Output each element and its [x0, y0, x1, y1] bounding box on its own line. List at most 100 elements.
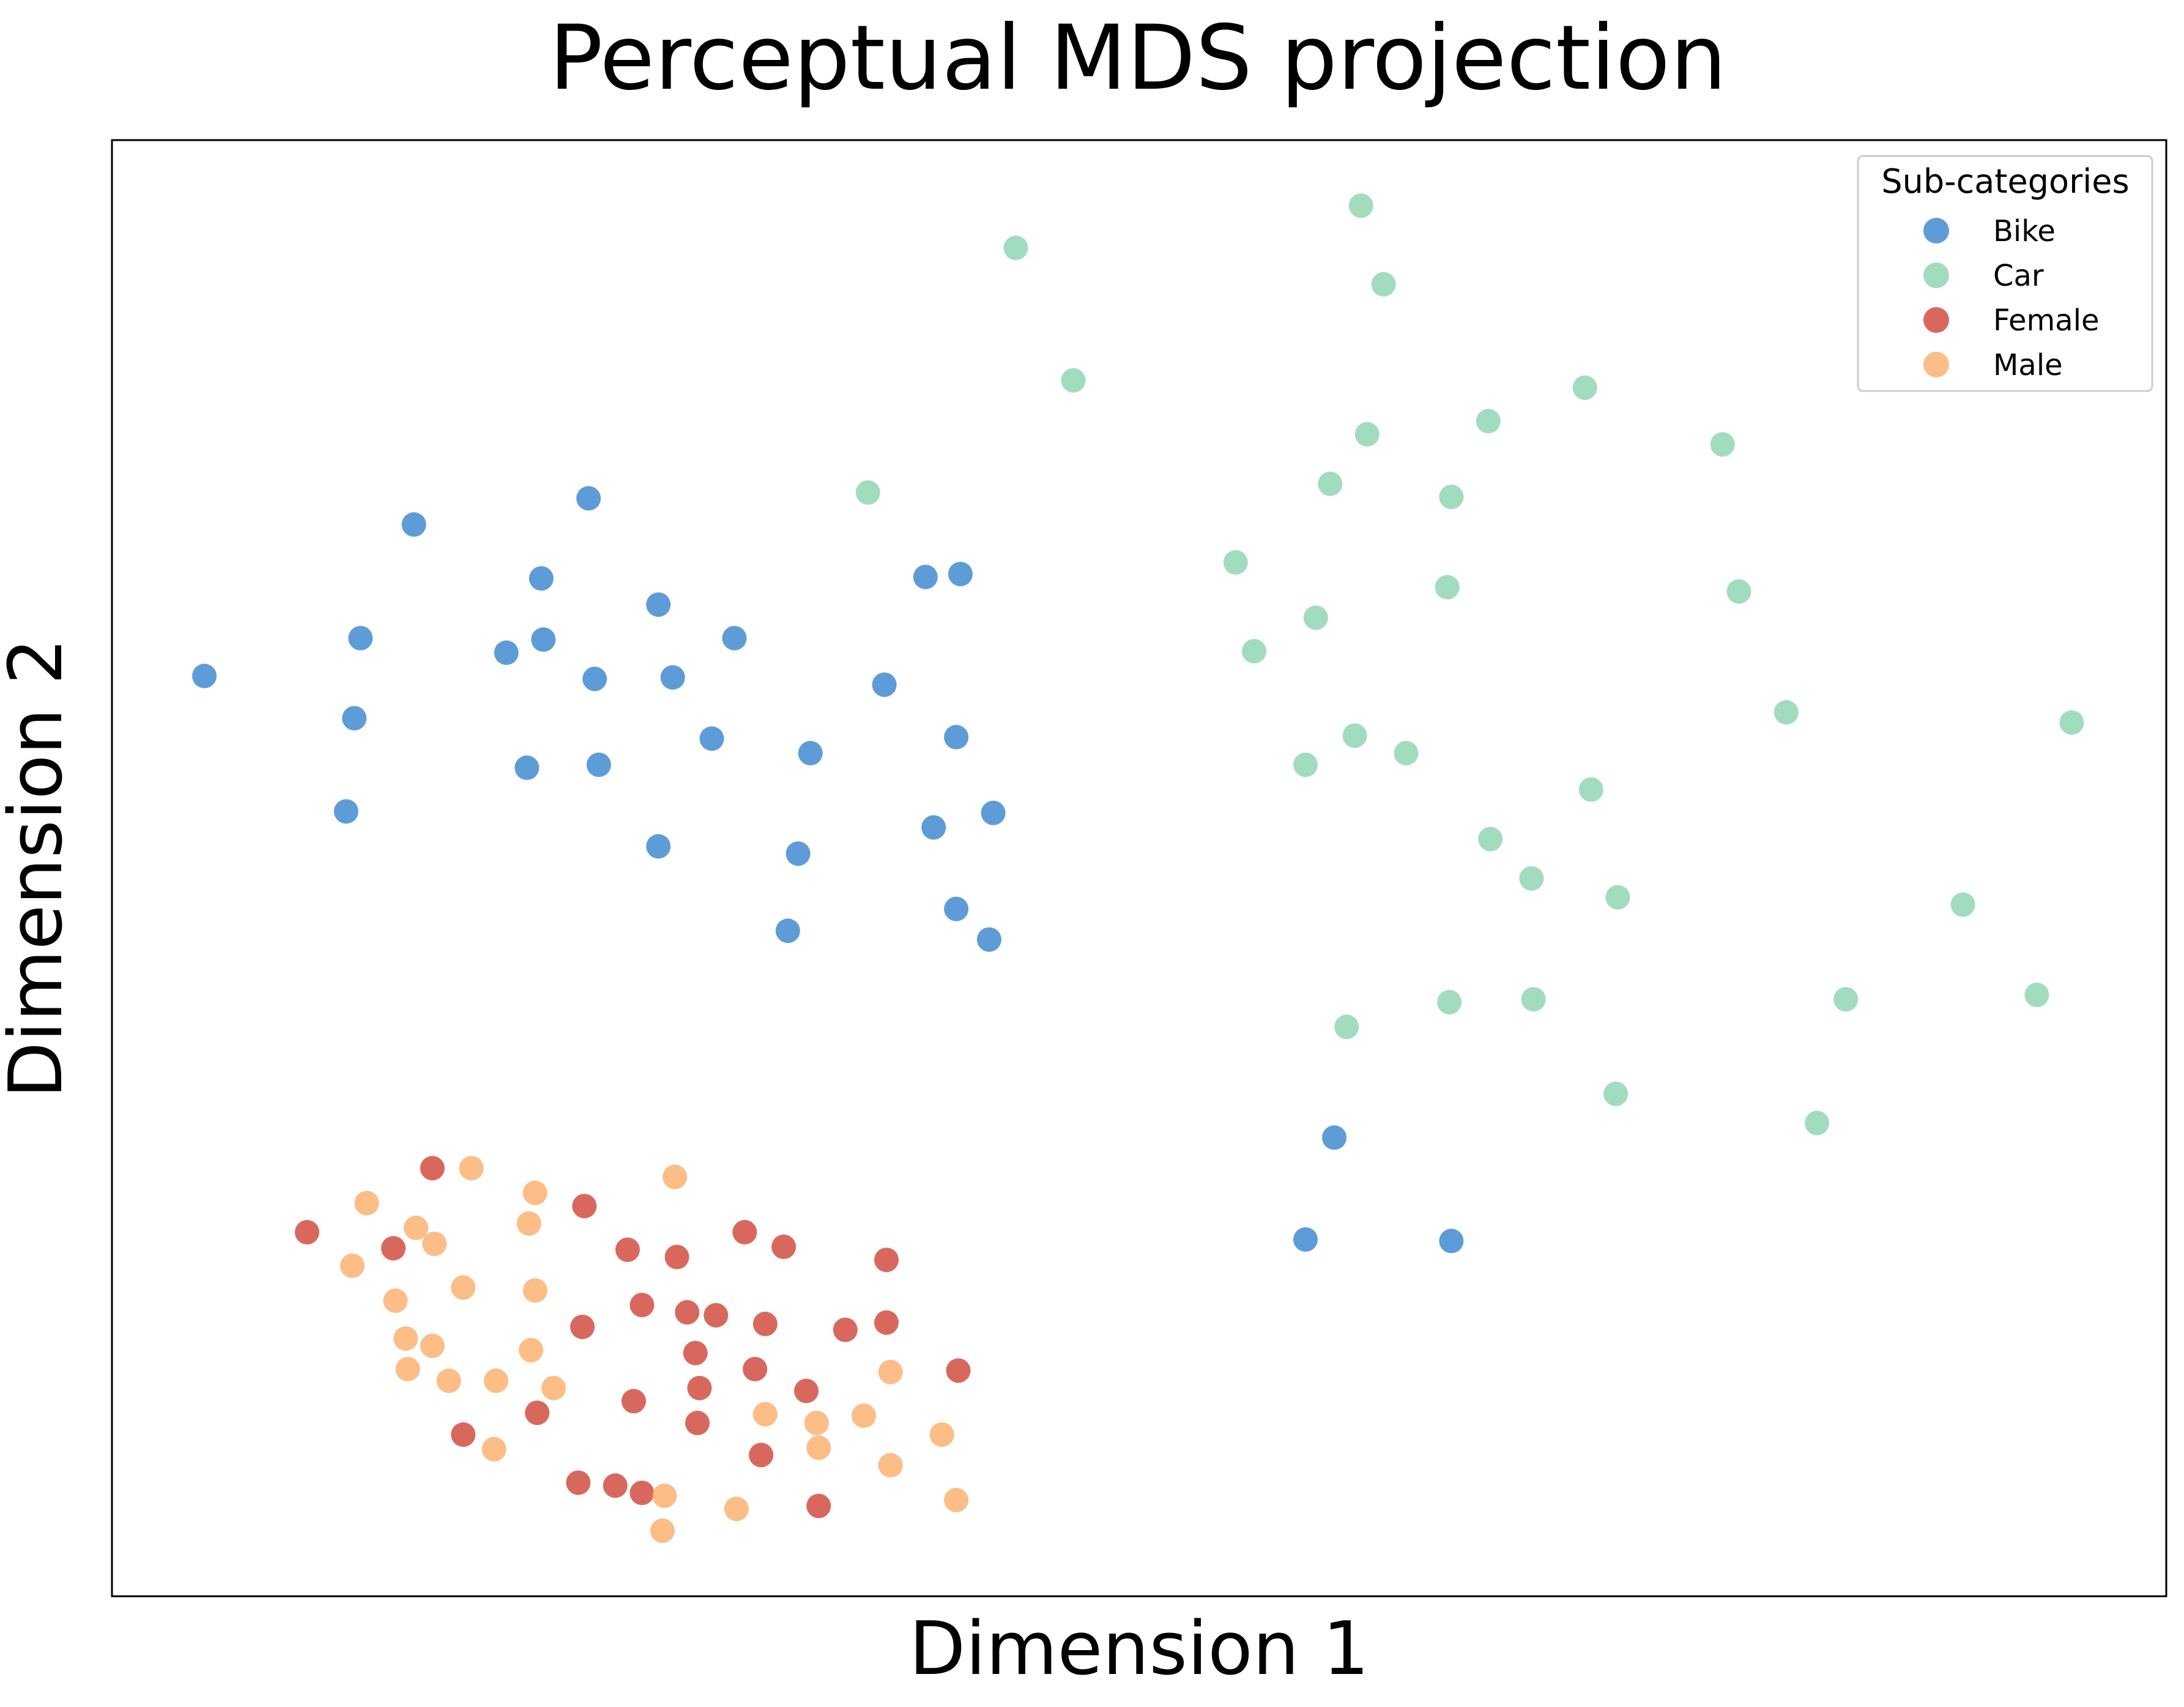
- point-bike-11: [514, 755, 540, 780]
- point-female-28: [603, 1473, 628, 1498]
- point-bike-9: [531, 627, 556, 652]
- point-bike-1: [192, 663, 217, 688]
- y-axis-label: Dimension 2: [0, 638, 79, 1098]
- point-car-1: [1003, 236, 1028, 261]
- point-car-4: [1061, 368, 1086, 393]
- point-bike-14: [722, 626, 747, 650]
- point-female-4: [572, 1194, 597, 1219]
- point-female-15: [752, 1311, 778, 1336]
- point-female-5: [615, 1237, 640, 1262]
- point-male-21: [804, 1410, 829, 1435]
- point-bike-31: [1439, 1229, 1464, 1254]
- series-bike: [192, 486, 1464, 1254]
- point-car-21: [1774, 700, 1799, 725]
- point-female-23: [743, 1356, 768, 1382]
- point-female-25: [946, 1358, 971, 1383]
- point-bike-17: [798, 741, 823, 765]
- legend-label-bike: Bike: [1993, 214, 2056, 248]
- point-car-33: [1805, 1110, 1830, 1136]
- point-bike-20: [913, 565, 938, 589]
- point-male-28: [724, 1497, 749, 1522]
- point-female-9: [874, 1248, 899, 1273]
- legend-entries: Bike Car Female Male: [1923, 214, 2100, 382]
- point-female-24: [794, 1378, 819, 1404]
- point-female-12: [675, 1300, 700, 1325]
- point-car-27: [1437, 990, 1462, 1014]
- point-male-8: [451, 1275, 476, 1300]
- point-female-22: [685, 1410, 710, 1435]
- point-bike-28: [976, 927, 1001, 952]
- series-female: [295, 1156, 971, 1519]
- point-female-8: [771, 1234, 797, 1259]
- point-bike-25: [921, 815, 946, 840]
- point-female-29: [630, 1481, 655, 1505]
- point-male-6: [340, 1253, 365, 1278]
- scatter-points: [192, 193, 2084, 1543]
- point-male-18: [541, 1375, 566, 1400]
- point-female-19: [525, 1400, 550, 1426]
- point-bike-24: [981, 800, 1006, 825]
- point-female-17: [874, 1310, 899, 1335]
- point-female-13: [683, 1341, 708, 1366]
- point-car-5: [855, 480, 880, 505]
- point-female-7: [732, 1220, 757, 1244]
- point-car-30: [1833, 987, 1859, 1012]
- point-car-14: [1223, 550, 1248, 575]
- point-car-19: [1293, 753, 1318, 777]
- point-bike-6: [576, 486, 601, 511]
- point-bike-30: [1293, 1227, 1318, 1252]
- point-car-20: [1578, 777, 1603, 802]
- point-car-22: [2059, 710, 2084, 735]
- point-bike-16: [586, 753, 611, 777]
- point-female-3: [381, 1236, 406, 1261]
- point-male-20: [752, 1402, 778, 1427]
- point-male-23: [806, 1435, 831, 1460]
- point-bike-3: [348, 626, 373, 650]
- legend-marker-car: [1923, 262, 1949, 288]
- legend-marker-male: [1923, 352, 1949, 377]
- legend: Sub-categories Bike Car Female Male: [1857, 155, 2153, 392]
- point-male-14: [519, 1337, 543, 1363]
- point-car-7: [1318, 471, 1343, 496]
- point-bike-8: [494, 640, 519, 665]
- point-car-12: [1710, 432, 1735, 457]
- point-male-25: [929, 1422, 954, 1447]
- point-female-1: [420, 1156, 445, 1181]
- legend-label-female: Female: [1993, 303, 2100, 338]
- point-male-19: [481, 1437, 507, 1462]
- point-car-6: [1476, 409, 1501, 434]
- point-car-24: [1519, 866, 1544, 891]
- point-car-16: [1242, 639, 1266, 664]
- point-bike-7: [529, 566, 554, 591]
- plot-area-frame: [111, 139, 2167, 1597]
- legend-title: Sub-categories: [1881, 162, 2129, 201]
- point-bike-27: [944, 896, 969, 921]
- point-male-7: [422, 1232, 447, 1256]
- point-car-13: [1726, 579, 1751, 604]
- point-male-13: [420, 1333, 445, 1358]
- point-car-3: [1371, 272, 1396, 297]
- point-bike-15: [699, 726, 724, 751]
- point-car-23: [1478, 827, 1503, 852]
- point-male-10: [522, 1278, 548, 1303]
- point-car-25: [1605, 885, 1630, 910]
- point-bike-10: [646, 592, 671, 617]
- point-male-4: [522, 1180, 548, 1205]
- point-male-3: [404, 1215, 428, 1240]
- chart-title: Perceptual MDS projection: [549, 6, 1726, 110]
- point-male-26: [878, 1452, 903, 1478]
- point-car-9: [1435, 575, 1460, 600]
- legend-label-male: Male: [1993, 348, 2063, 382]
- point-bike-5: [333, 799, 358, 824]
- point-car-31: [2024, 983, 2049, 1008]
- x-axis-label: Dimension 1: [909, 1607, 1369, 1692]
- point-car-10: [1572, 375, 1597, 400]
- point-bike-26: [775, 918, 800, 943]
- point-bike-23: [944, 724, 969, 749]
- point-female-27: [566, 1470, 591, 1495]
- series-car: [855, 193, 2084, 1136]
- point-bike-13: [660, 665, 685, 690]
- point-female-16: [833, 1317, 858, 1342]
- point-male-29: [944, 1487, 969, 1512]
